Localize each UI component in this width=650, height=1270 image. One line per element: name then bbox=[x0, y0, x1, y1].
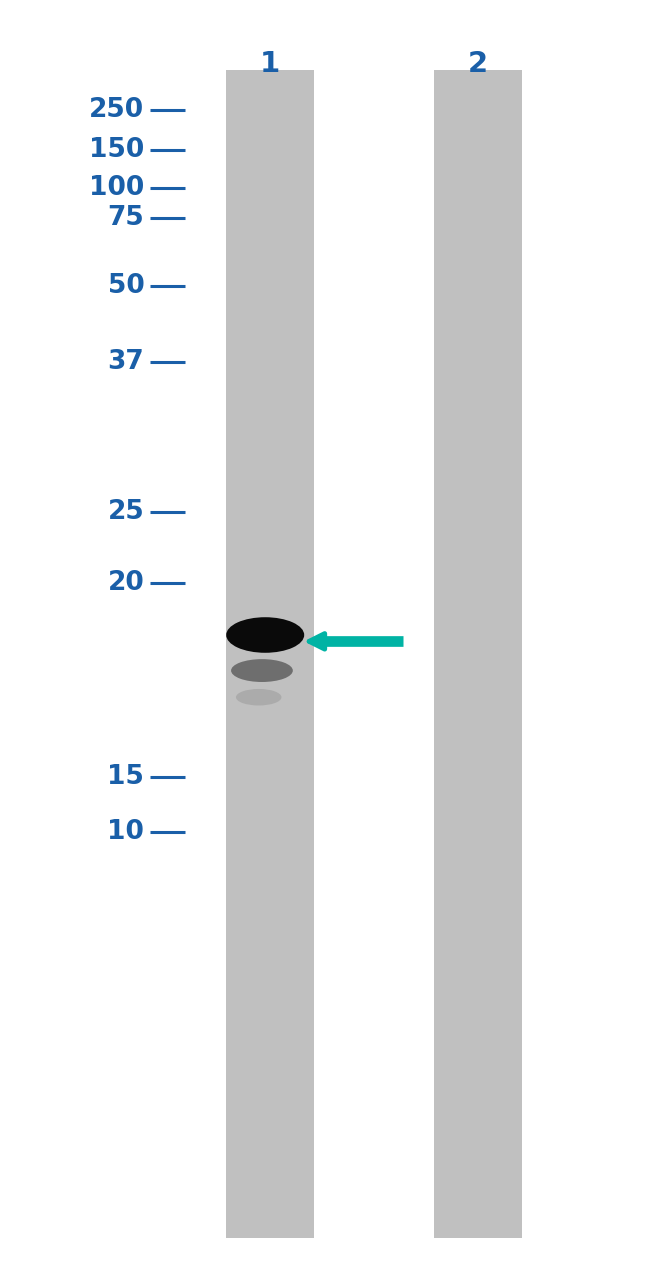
Text: 25: 25 bbox=[107, 499, 144, 525]
Text: 50: 50 bbox=[107, 273, 144, 298]
Bar bbox=[434, 70, 521, 1238]
Text: 10: 10 bbox=[107, 819, 144, 845]
Text: 100: 100 bbox=[89, 175, 144, 201]
Text: 1: 1 bbox=[259, 50, 280, 77]
Text: 75: 75 bbox=[107, 206, 144, 231]
Text: 250: 250 bbox=[89, 98, 144, 123]
Text: 20: 20 bbox=[107, 570, 144, 596]
Text: 15: 15 bbox=[107, 765, 144, 790]
Text: 37: 37 bbox=[107, 349, 144, 375]
Bar bbox=[226, 70, 313, 1238]
Text: 150: 150 bbox=[89, 137, 144, 163]
Ellipse shape bbox=[236, 688, 281, 706]
Ellipse shape bbox=[231, 659, 292, 682]
Ellipse shape bbox=[226, 617, 304, 653]
Text: 2: 2 bbox=[468, 50, 488, 77]
